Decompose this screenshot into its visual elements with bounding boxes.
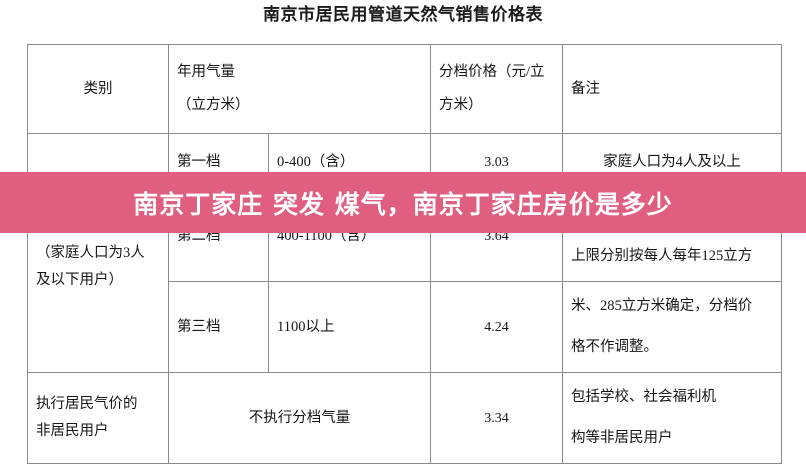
header-cell-category: 类别	[27, 44, 169, 134]
remark-3-line2: 格不作调整。	[571, 339, 658, 355]
category-nonres-line1: 执行居民气价的	[36, 396, 138, 412]
cell-price-4: 3.34	[430, 372, 563, 464]
header-cell-volume: 年用气量 （立方米）	[168, 44, 431, 134]
page-title: 南京市居民用管道天然气销售价格表	[263, 5, 543, 24]
page-root: 南京市居民用管道天然气销售价格表 类别 年用气量 （立方米） 分档价格（元/立 …	[0, 5, 806, 464]
table-row: 第三档 1100以上 4.24 米、285立方米确定，分档价 格不作调整。	[28, 281, 782, 373]
remark-4-line1: 包括学校、社会福利机	[571, 389, 716, 405]
header-volume-line1: 年用气量	[177, 64, 235, 80]
remark-stack-3: 米、285立方米确定，分档价 格不作调整。	[571, 286, 773, 368]
overlay-banner-background	[0, 172, 806, 233]
cell-volume-3: 1100以上	[268, 281, 431, 373]
remark-4-line2: 构等非居民用户	[571, 430, 673, 446]
table-row: 执行居民气价的 非居民用户 不执行分档气量 3.34 包括学校、社会福利机 构等…	[27, 372, 782, 464]
cell-category-residential: 居民用户 （家庭人口为3人 及以下用户）	[27, 133, 169, 373]
header-price-line2: 方米）	[439, 97, 483, 113]
cell-price-3: 4.24	[430, 281, 563, 373]
cell-remark-4: 包括学校、社会福利机 构等非居民用户	[562, 372, 782, 464]
cell-remark-3: 米、285立方米确定，分档价 格不作调整。	[562, 281, 782, 373]
cell-category-non-residential: 执行居民气价的 非居民用户	[27, 372, 169, 464]
cell-tier-3: 第三档	[168, 281, 269, 373]
category-line-2: （家庭人口为3人	[36, 244, 145, 261]
remark-3-line1: 米、285立方米确定，分档价	[571, 298, 753, 314]
cell-volume-4: 不执行分档气量	[168, 372, 431, 464]
remark-stack-4: 包括学校、社会福利机 构等非居民用户	[571, 377, 773, 459]
category-nonres-line2: 非居民用户	[36, 423, 109, 439]
header-cell-remark: 备注	[562, 44, 782, 134]
table-header-row: 类别 年用气量 （立方米） 分档价格（元/立 方米） 备注	[27, 44, 782, 134]
gas-price-table: 类别 年用气量 （立方米） 分档价格（元/立 方米） 备注 居民用户 （家庭人口…	[27, 44, 782, 464]
header-volume-line2: （立方米）	[177, 97, 250, 113]
category-line-3: 及以下用户）	[36, 271, 123, 288]
header-cell-price: 分档价格（元/立 方米）	[430, 44, 563, 134]
header-price-line1: 分档价格（元/立	[439, 64, 545, 80]
remark-2-line2: 上限分别按每人每年125立方	[571, 248, 753, 264]
